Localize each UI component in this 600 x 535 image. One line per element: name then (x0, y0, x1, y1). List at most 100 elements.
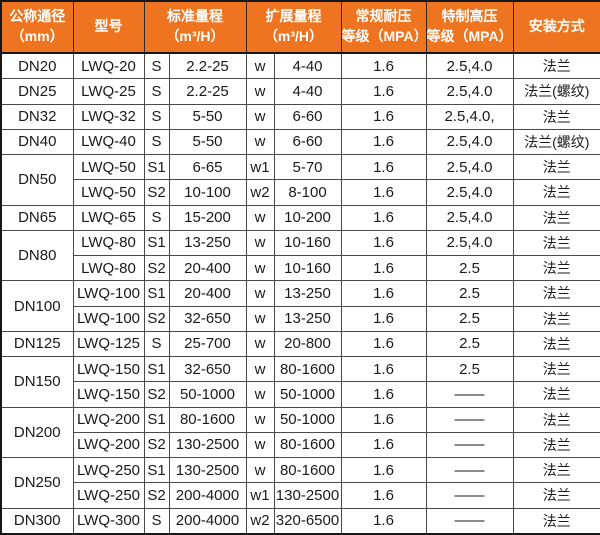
cell-standard-range: 80-1600 (168, 406, 247, 433)
cell-normal-pressure: 1.6 (340, 507, 427, 535)
cell-standard-range: 200-4000 (168, 507, 247, 535)
cell-model: LWQ-50 (72, 179, 145, 206)
cell-high-pressure: 2.5 (425, 280, 514, 307)
cell-extended-range: 80-1600 (273, 457, 342, 484)
cell-install-method: 法兰 (512, 204, 600, 231)
cell-high-pressure: 2.5 (425, 330, 514, 358)
cell-extended-range: 6-60 (273, 128, 342, 156)
header-row: 公称通径 （mm） 型号 标准量程 （m³/H） 扩展量程 （m³/H） 常规耐… (0, 0, 600, 54)
cell-normal-pressure: 1.6 (340, 78, 427, 105)
cell-normal-pressure: 1.6 (340, 381, 427, 408)
cell-extended-range: 10-200 (273, 204, 342, 231)
table-row: LWQ-200 S2 130-2500 w 80-1600 1.6 —— 法兰 (1, 431, 600, 459)
cell-nominal-diameter: DN250 (0, 457, 74, 509)
cell-extended-code: w (245, 52, 275, 80)
table-row: DN50 LWQ-50 S1 6-65 w1 5-70 1.6 2.5,4.0 法兰 (0, 154, 600, 206)
cell-extended-code: w (245, 204, 275, 231)
cell-normal-pressure: 1.6 (340, 457, 427, 484)
cell-extended-code: w (245, 305, 275, 332)
cell-nominal-diameter: DN200 (0, 406, 74, 459)
cell-extended-range: 13-250 (273, 280, 342, 307)
cell-model: LWQ-300 (72, 507, 145, 535)
cell-nominal-diameter: DN65 (0, 204, 74, 231)
cell-standard-range: 200-4000 (168, 482, 247, 509)
cell-model: LWQ-80 (72, 255, 145, 282)
cell-model: LWQ-65 (72, 204, 145, 231)
cell-high-pressure: —— (425, 507, 514, 535)
cell-standard-code: S2 (143, 305, 170, 332)
cell-normal-pressure: 1.6 (340, 179, 427, 206)
cell-nominal-diameter: DN32 (0, 103, 74, 130)
cell-install-method: 法兰 (512, 103, 600, 130)
cell-install-method: 法兰 (512, 179, 600, 206)
cell-standard-code: S2 (143, 482, 170, 509)
cell-standard-range: 5-50 (168, 128, 247, 156)
cell-standard-code: S (143, 78, 170, 105)
cell-nominal-diameter: DN125 (0, 330, 74, 358)
cell-install-method: 法兰 (512, 280, 600, 307)
cell-model: LWQ-250 (72, 457, 145, 484)
cell-standard-range: 25-700 (168, 330, 247, 358)
cell-standard-range: 13-250 (168, 229, 247, 257)
header-normal-pressure-rating: 常规耐压 等级（MPA） (340, 0, 427, 54)
cell-normal-pressure: 1.6 (340, 103, 427, 130)
cell-high-pressure: 2.5,4.0 (425, 179, 514, 206)
table-row: DN150 LWQ-150 S1 32-650 w 80-1600 1.6 2.5 法兰 (0, 356, 600, 408)
cell-extended-code: w (245, 457, 275, 484)
cell-normal-pressure: 1.6 (340, 154, 427, 181)
header-install-method: 安装方式 (512, 0, 600, 54)
table-row: DN200 LWQ-200 S1 80-1600 w 50-1000 1.6 —— 法兰 (0, 406, 600, 459)
cell-standard-code: S1 (143, 406, 170, 433)
cell-extended-range: 13-250 (273, 305, 342, 332)
cell-nominal-diameter: DN20 (0, 52, 74, 80)
cell-standard-code: S2 (143, 381, 170, 408)
cell-install-method: 法兰 (512, 457, 600, 484)
cell-standard-range: 32-650 (168, 356, 247, 383)
cell-extended-code: w2 (245, 507, 275, 535)
cell-high-pressure: 2.5,4.0, (425, 103, 514, 130)
cell-standard-code: S1 (143, 229, 170, 257)
table-row: DN32 LWQ-32 S 5-50 w 6-60 1.6 2.5,4.0, 法兰 (0, 103, 600, 130)
cell-extended-range: 50-1000 (273, 381, 342, 408)
cell-install-method: 法兰 (512, 356, 600, 383)
cell-high-pressure: 2.5 (425, 356, 514, 383)
table-row: DN20 LWQ-20 S 2.2-25 w 4-40 1.6 2.5,4.0 法兰 (0, 52, 600, 80)
cell-model: LWQ-80 (72, 229, 145, 257)
cell-standard-range: 10-100 (168, 179, 247, 206)
cell-normal-pressure: 1.6 (340, 52, 427, 80)
header-standard-range: 标准量程 （m³/H） (143, 0, 247, 54)
cell-standard-range: 130-2500 (168, 457, 247, 484)
cell-high-pressure: 2.5,4.0 (425, 229, 514, 257)
cell-high-pressure: 2.5,4.0 (425, 78, 514, 105)
cell-extended-code: w (245, 229, 275, 257)
cell-extended-range: 6-60 (273, 103, 342, 130)
header-nominal-diameter: 公称通径 （mm） (0, 0, 74, 54)
table-row: DN250 LWQ-250 S1 130-2500 w 80-1600 1.6 —— 法兰 (0, 457, 600, 509)
cell-standard-range: 20-400 (168, 280, 247, 307)
cell-extended-code: w (245, 255, 275, 282)
cell-standard-range: 2.2-25 (168, 78, 247, 105)
cell-model: LWQ-150 (72, 381, 145, 408)
cell-nominal-diameter: DN40 (0, 128, 74, 156)
cell-normal-pressure: 1.6 (340, 305, 427, 332)
cell-install-method: 法兰 (512, 52, 600, 80)
cell-model: LWQ-250 (72, 482, 145, 509)
table-row: DN80 LWQ-80 S1 13-250 w 10-160 1.6 2.5,4.0 法兰 (0, 229, 600, 282)
cell-model: LWQ-32 (72, 103, 145, 130)
cell-normal-pressure: 1.6 (340, 330, 427, 358)
cell-install-method: 法兰(螺纹) (512, 78, 600, 105)
cell-nominal-diameter: DN25 (0, 78, 74, 105)
cell-extended-range: 80-1600 (273, 356, 342, 383)
cell-standard-range: 5-50 (168, 103, 247, 130)
cell-extended-range: 80-1600 (273, 431, 342, 459)
cell-high-pressure: —— (425, 381, 514, 408)
cell-extended-range: 5-70 (273, 154, 342, 181)
table-row: LWQ-100 S2 32-650 w 13-250 1.6 2.5 法兰 (1, 305, 600, 332)
cell-nominal-diameter: DN50 (0, 154, 74, 206)
cell-high-pressure: 2.5,4.0 (425, 204, 514, 231)
cell-extended-code: w (245, 128, 275, 156)
cell-model: LWQ-50 (72, 154, 145, 181)
cell-standard-code: S1 (143, 280, 170, 307)
table-body: DN20 LWQ-20 S 2.2-25 w 4-40 1.6 2.5,4.0 法兰 DN25 LW… (0, 52, 600, 535)
table-row: DN40 LWQ-40 S 5-50 w 6-60 1.6 2.5,4.0 法兰(螺纹) (0, 128, 600, 156)
